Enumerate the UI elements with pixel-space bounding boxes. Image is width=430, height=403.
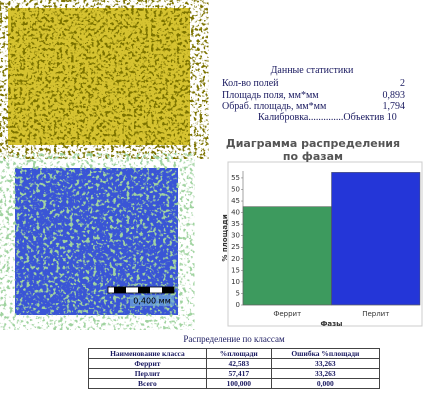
- table-row: Феррит 42,583 33,263: [88, 358, 381, 369]
- x-tick-label: Феррит: [273, 310, 301, 318]
- stats-value: 0,893: [382, 89, 406, 101]
- table-cell: Всего: [88, 378, 207, 389]
- y-axis-label: % площади: [221, 214, 229, 261]
- y-tick-label: 55: [231, 174, 240, 182]
- y-tick-label: 35: [231, 220, 240, 228]
- table-row: Всего 100,000 0,000: [88, 378, 381, 389]
- y-tick-label: 10: [231, 278, 240, 286]
- header-cell: %площади: [205, 348, 272, 359]
- stats: Кол-во полей 2 Площадь поля, мм*мм 0,893 Обр…: [222, 78, 405, 113]
- table-header: Наименование класса %площади Ошибка %площа…: [88, 348, 381, 359]
- y-tick-label: 40: [231, 209, 240, 217]
- bar: [331, 172, 421, 306]
- stats-value: 2: [400, 78, 405, 89]
- table-cell: 57,417: [205, 368, 272, 379]
- stats-row: Кол-во полей 2: [222, 78, 405, 90]
- chart-title: Диаграмма распределения по фазам: [225, 137, 401, 163]
- table-cell: Феррит: [88, 358, 207, 369]
- micrograph-texture: [8, 8, 190, 145]
- stats-label: Кол-во полей: [222, 78, 279, 89]
- table: Наименование класса %площади Ошибка %площа…: [88, 348, 381, 389]
- table-title: Распределение по классам: [183, 334, 285, 344]
- y-tick-label: 25: [231, 243, 240, 251]
- x-tick-label: Перлит: [362, 310, 389, 318]
- table-cell: 33,263: [270, 368, 381, 379]
- table-cell: 33,263: [270, 358, 381, 369]
- calibration: Калибровка..............Объектив 10: [258, 112, 397, 123]
- y-tick-label: 20: [231, 255, 240, 263]
- stats-label: Обраб. площадь, мм*мм: [222, 101, 327, 112]
- scale-bar: [107, 286, 175, 306]
- table-cell: 42,583: [205, 358, 272, 369]
- header-cell: Ошибка %площади: [270, 348, 381, 359]
- scale-label: 0,400 мм: [133, 297, 171, 306]
- stats-title: Данные статистики: [270, 65, 354, 76]
- table-row: Перлит 57,417 33,263: [88, 368, 381, 379]
- table-cell: 100,000: [205, 378, 272, 389]
- stats-row: Обраб. площадь, мм*мм 1,794: [222, 101, 405, 113]
- y-tick-label: 30: [231, 232, 240, 240]
- y-tick-label: 50: [231, 185, 240, 193]
- header-cell: Наименование класса: [88, 348, 207, 359]
- x-axis-label: Фазы: [320, 320, 342, 328]
- table-cell: 0,000: [270, 378, 381, 389]
- stats-label: Площадь поля, мм*мм: [222, 89, 319, 101]
- y-tick-label: 15: [231, 266, 240, 274]
- bar: [242, 206, 332, 306]
- y-tick-label: 5: [236, 289, 240, 297]
- y-tick-label: 0: [236, 301, 240, 309]
- stats-value: 1,794: [382, 101, 406, 112]
- stats-row: Площадь поля, мм*мм 0,893: [222, 90, 405, 102]
- y-tick-label: 45: [231, 197, 240, 205]
- table-cell: Перлит: [88, 368, 207, 379]
